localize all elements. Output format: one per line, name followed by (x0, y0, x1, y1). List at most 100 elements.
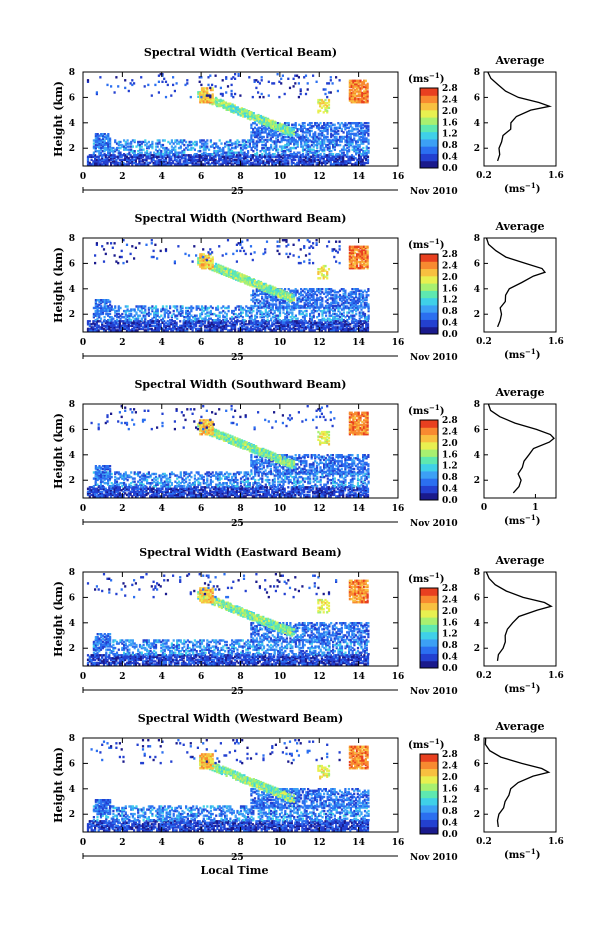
heatmap-cell (367, 142, 370, 145)
heatmap-cell (265, 158, 269, 161)
heatmap-cell (225, 91, 228, 94)
heatmap-cell (147, 161, 150, 165)
heatmap-cell (303, 148, 306, 151)
heatmap-cell (284, 129, 287, 132)
heatmap-cell (287, 128, 290, 132)
heatmap-cell (330, 142, 333, 145)
heatmap-cell (326, 140, 329, 143)
heatmap-cell (307, 143, 310, 147)
heatmap-cell (255, 123, 258, 126)
heatmap-cell (364, 79, 367, 82)
heatmap-cell (165, 146, 168, 150)
heatmap-cell (348, 142, 351, 145)
heatmap-cell (128, 151, 131, 154)
heatmap-cell (319, 146, 322, 150)
heatmap-cell (319, 143, 322, 147)
heatmap-cell (179, 145, 182, 148)
heatmap-cell (300, 125, 303, 128)
heatmap-cell (348, 93, 351, 96)
heatmap-cell (232, 327, 235, 331)
heatmap-cell (342, 148, 345, 151)
heatmap-cell (275, 146, 278, 150)
heatmap-cell (306, 88, 309, 91)
heatmap-cell (249, 161, 253, 165)
heatmap-cell (297, 323, 300, 326)
heatmap-cell (293, 146, 296, 150)
heatmap-cell (237, 113, 240, 116)
heatmap-cell (133, 158, 136, 161)
heatmap-cell (289, 148, 292, 151)
heatmap-cell (184, 163, 187, 166)
heatmap-cell (172, 146, 175, 150)
heatmap-cell (269, 134, 272, 137)
heatmap-cell (251, 116, 254, 119)
heatmap-cell (250, 131, 253, 134)
heatmap-cell (124, 324, 127, 327)
heatmap-cell (150, 157, 153, 160)
heatmap-cell (92, 153, 95, 156)
heatmap-cell (360, 142, 363, 145)
heatmap-cell (329, 321, 332, 324)
heatmap-cell (305, 150, 308, 153)
heatmap-cell (344, 122, 347, 125)
heatmap-cell (260, 323, 263, 326)
heatmap-cell (356, 125, 359, 128)
heatmap-cell (284, 126, 287, 129)
heatmap-cell (317, 137, 320, 140)
heatmap-cell (268, 122, 271, 126)
heatmap-cell (352, 99, 355, 102)
heatmap-cell (260, 157, 263, 160)
heatmap-cell (101, 158, 104, 161)
heatmap-cell (175, 324, 178, 327)
heatmap-cell (321, 143, 324, 147)
heatmap-cell (176, 151, 179, 154)
heatmap-cell (280, 326, 283, 329)
heatmap-cell (320, 323, 323, 326)
heatmap-cell (313, 160, 316, 163)
heatmap-cell (252, 309, 255, 313)
heatmap-cell (173, 155, 176, 158)
heatmap-cell (335, 161, 338, 165)
heatmap-cell (329, 327, 332, 331)
heatmap-cell (157, 326, 160, 329)
heatmap-cell (97, 324, 100, 327)
heatmap-cell (163, 324, 166, 327)
heatmap-cell (143, 85, 146, 88)
heatmap-cell (219, 321, 222, 324)
heatmap-cell (314, 150, 317, 153)
heatmap-cell (177, 155, 180, 158)
heatmap-cell (359, 160, 362, 163)
heatmap-cell (163, 161, 166, 165)
heatmap-cell (290, 155, 293, 158)
heatmap-cell (105, 134, 108, 137)
heatmap-cell (306, 160, 309, 163)
heatmap-cell (179, 324, 182, 327)
heatmap-cell (317, 139, 321, 142)
heatmap-cell (172, 76, 175, 79)
heatmap-cell (363, 163, 366, 166)
heatmap-cell (165, 150, 168, 153)
heatmap-cell (327, 327, 331, 331)
heatmap-cell (99, 76, 102, 79)
heatmap-cell (234, 73, 237, 76)
heatmap-cell (362, 151, 365, 154)
heatmap-cell (338, 126, 342, 129)
heatmap-cell (232, 111, 235, 114)
heatmap-cell (351, 126, 354, 129)
heatmap-cell (149, 312, 152, 316)
heatmap-cell (219, 329, 222, 332)
heatmap-cell (355, 142, 358, 145)
heatmap-cell (207, 158, 210, 161)
heatmap-cell (356, 308, 360, 311)
heatmap-cell (209, 158, 212, 161)
heatmap-cell (229, 139, 232, 142)
heatmap-cell (179, 163, 182, 166)
heatmap-cell (215, 151, 218, 154)
heatmap-cell (199, 93, 202, 96)
heatmap-cell (298, 123, 301, 126)
heatmap-cell (313, 320, 316, 323)
heatmap-cell (198, 158, 201, 161)
heatmap-cell (216, 326, 219, 329)
heatmap-cell (138, 143, 142, 147)
heatmap-cell (95, 323, 98, 326)
